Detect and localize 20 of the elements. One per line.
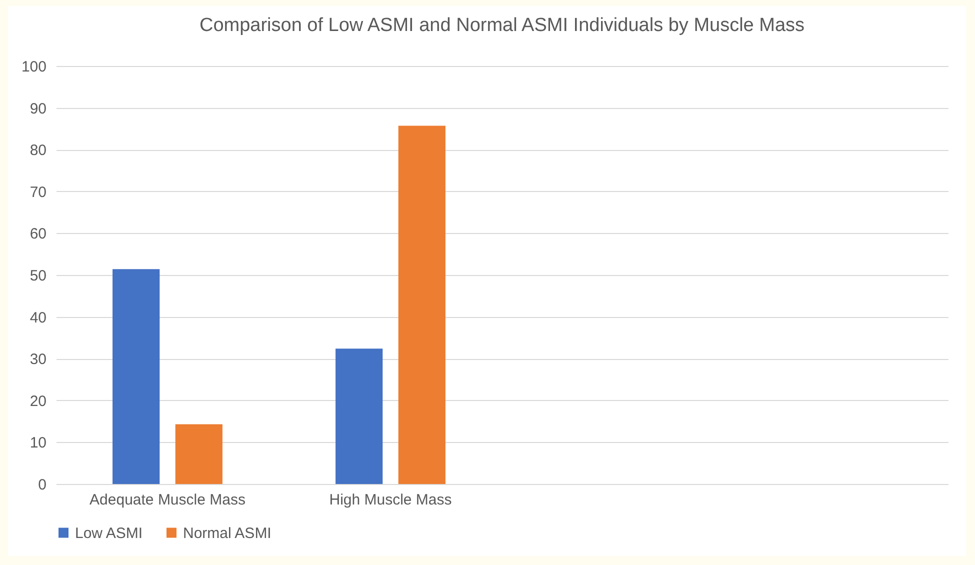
- y-tick-label: 10: [30, 434, 46, 452]
- bar: [336, 348, 383, 484]
- bar: [112, 269, 160, 484]
- y-tick-label: 0: [38, 476, 46, 494]
- y-tick-label: 20: [30, 392, 46, 410]
- bar: [398, 126, 446, 484]
- y-tick-label: 50: [30, 268, 46, 284]
- y-tick-label: 100: [21, 58, 46, 76]
- x-tick-label: High Muscle Mass: [329, 492, 452, 508]
- y-tick-label: 80: [30, 142, 46, 160]
- y-tick-label: 30: [30, 351, 46, 368]
- y-tick-label: 40: [30, 309, 46, 326]
- legend-label: Normal ASMI: [183, 524, 272, 542]
- x-tick-label: Adequate Muscle Mass: [90, 492, 246, 508]
- y-tick-label: 90: [30, 100, 46, 118]
- y-tick-label: 70: [30, 184, 46, 201]
- bar: [175, 424, 222, 484]
- chart-title: Comparison of Low ASMI and Normal ASMI Individuals by Muscle Mass: [199, 15, 805, 36]
- legend-label: Low ASMI: [75, 524, 143, 542]
- y-tick-label: 60: [30, 226, 46, 243]
